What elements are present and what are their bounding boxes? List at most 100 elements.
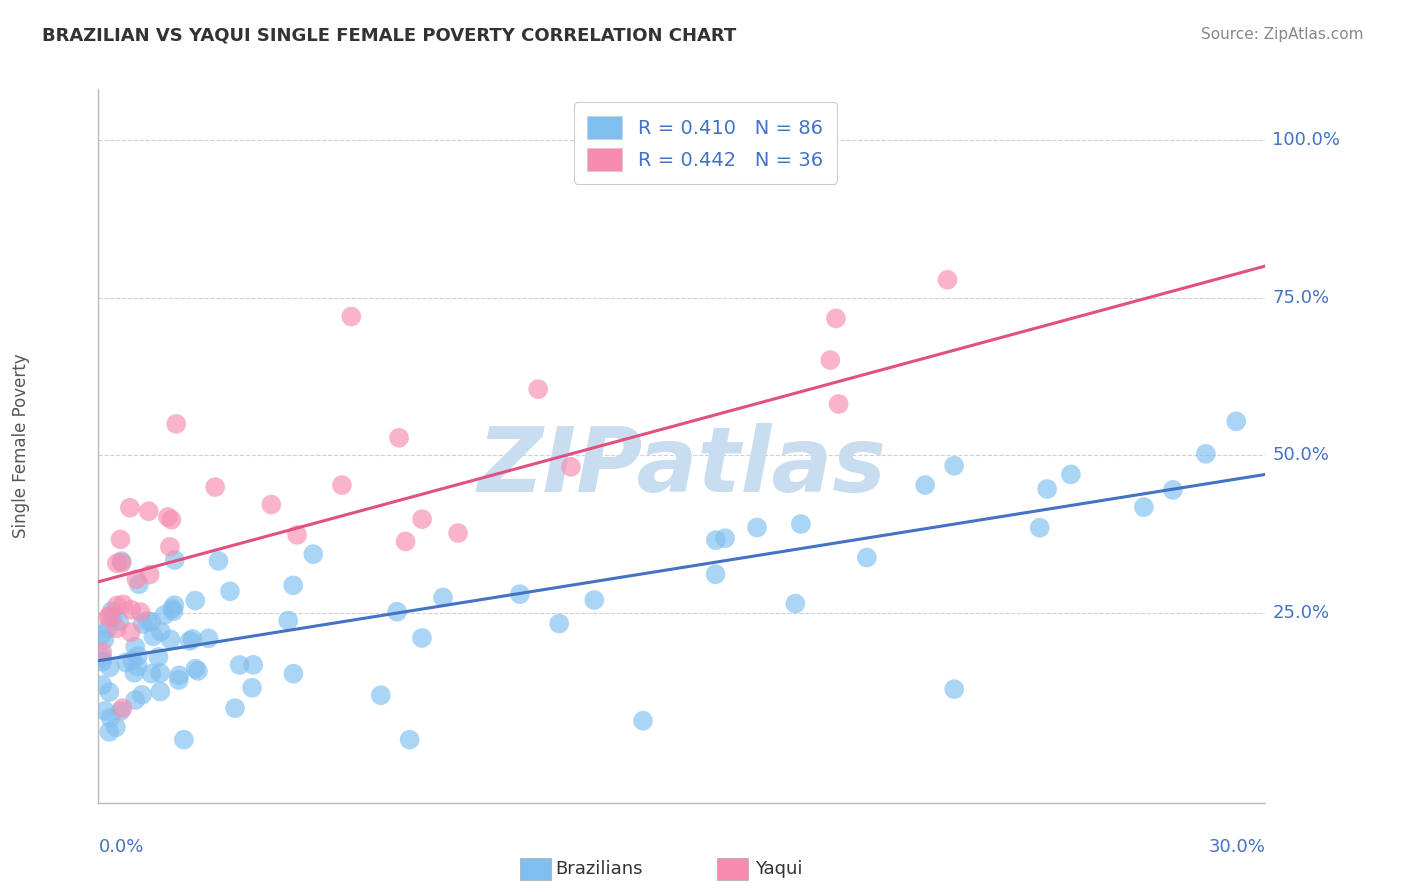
Point	[411, 631, 433, 645]
Text: Yaqui: Yaqui	[755, 860, 803, 878]
Point	[91, 645, 114, 659]
Point	[160, 601, 183, 615]
Point	[98, 685, 121, 699]
Point	[124, 693, 146, 707]
Point	[790, 516, 813, 531]
Point	[411, 512, 433, 526]
Point	[131, 617, 153, 632]
Point	[394, 534, 416, 549]
Point	[370, 688, 392, 702]
Point	[110, 533, 132, 547]
Text: ZIPatlas: ZIPatlas	[478, 424, 886, 511]
Text: Source: ZipAtlas.com: Source: ZipAtlas.com	[1201, 27, 1364, 42]
Point	[129, 605, 152, 619]
Point	[432, 591, 454, 605]
Point	[149, 684, 172, 698]
Point	[1225, 414, 1247, 428]
Point	[125, 572, 148, 586]
Point	[97, 621, 120, 635]
Point	[447, 526, 470, 541]
Point	[112, 597, 135, 611]
Point	[124, 665, 146, 680]
Point	[149, 666, 172, 681]
Point	[91, 678, 114, 692]
Point	[98, 711, 121, 725]
Point	[159, 540, 181, 554]
Point	[330, 478, 353, 492]
Point	[179, 634, 201, 648]
Point	[91, 627, 114, 641]
Point	[398, 732, 420, 747]
Point	[148, 649, 170, 664]
Text: 50.0%: 50.0%	[1272, 447, 1329, 465]
Point	[141, 666, 163, 681]
Point	[167, 668, 190, 682]
Point	[91, 650, 114, 665]
Point	[127, 659, 149, 673]
Point	[124, 640, 146, 654]
Point	[101, 610, 124, 624]
Point	[219, 584, 242, 599]
Point	[260, 498, 283, 512]
Point	[914, 478, 936, 492]
Point	[745, 520, 768, 534]
Point	[165, 417, 187, 431]
Point	[167, 673, 190, 687]
Point	[181, 632, 204, 646]
Point	[149, 624, 172, 639]
Point	[105, 556, 128, 570]
Point	[240, 681, 263, 695]
Point	[120, 625, 142, 640]
Point	[115, 656, 138, 670]
Point	[224, 701, 246, 715]
Point	[184, 662, 207, 676]
Point	[173, 732, 195, 747]
Point	[136, 614, 159, 628]
Point	[704, 567, 727, 582]
Point	[856, 550, 879, 565]
Point	[509, 587, 531, 601]
Point	[111, 701, 134, 715]
Point	[108, 615, 131, 629]
Point	[91, 655, 114, 669]
Point	[160, 513, 183, 527]
Point	[548, 616, 571, 631]
Point	[118, 500, 141, 515]
Point	[105, 622, 128, 636]
Point	[283, 578, 305, 592]
Point	[704, 533, 727, 547]
Point	[283, 666, 305, 681]
Point	[340, 310, 363, 324]
Point	[110, 704, 132, 718]
Point	[207, 554, 229, 568]
Point	[131, 688, 153, 702]
Text: BRAZILIAN VS YAQUI SINGLE FEMALE POVERTY CORRELATION CHART: BRAZILIAN VS YAQUI SINGLE FEMALE POVERTY…	[42, 27, 737, 45]
Point	[1060, 467, 1083, 482]
Point	[388, 431, 411, 445]
Point	[142, 629, 165, 643]
Point	[100, 604, 122, 618]
Point	[159, 632, 181, 647]
Point	[943, 458, 966, 473]
Point	[1195, 447, 1218, 461]
Point	[94, 704, 117, 718]
Point	[197, 632, 219, 646]
Point	[111, 556, 134, 570]
Point	[156, 510, 179, 524]
Text: 100.0%: 100.0%	[1272, 131, 1340, 149]
Point	[1028, 521, 1050, 535]
Point	[93, 632, 115, 647]
Point	[560, 459, 582, 474]
Point	[1161, 483, 1184, 497]
Point	[631, 714, 654, 728]
Point	[120, 603, 142, 617]
Point	[302, 547, 325, 561]
Text: Single Female Poverty: Single Female Poverty	[13, 354, 30, 538]
Point	[820, 353, 842, 368]
Point	[385, 605, 408, 619]
Point	[163, 598, 186, 612]
Point	[277, 614, 299, 628]
Text: 25.0%: 25.0%	[1272, 605, 1330, 623]
Point	[527, 382, 550, 396]
Point	[110, 554, 132, 568]
